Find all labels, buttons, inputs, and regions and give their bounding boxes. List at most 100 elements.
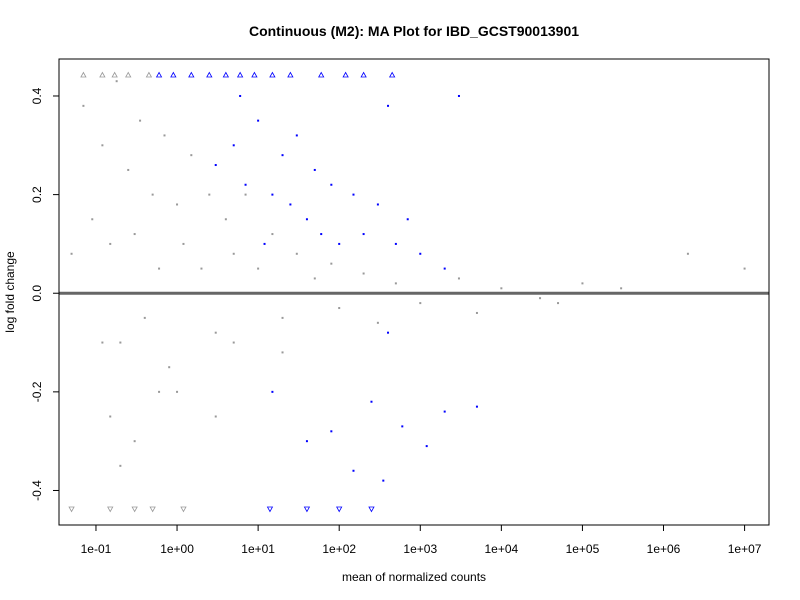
data-point bbox=[457, 94, 460, 97]
data-point bbox=[305, 218, 308, 221]
clipped-point-up bbox=[125, 71, 132, 78]
data-point bbox=[539, 297, 542, 300]
data-point bbox=[387, 331, 390, 334]
data-point bbox=[620, 287, 623, 290]
data-point bbox=[313, 168, 316, 171]
data-point bbox=[143, 316, 146, 319]
clipped-point-up bbox=[287, 71, 294, 78]
data-point bbox=[581, 282, 584, 285]
data-point bbox=[158, 267, 161, 270]
data-point bbox=[401, 425, 404, 428]
clipped-point-up bbox=[80, 71, 87, 78]
x-axis-label: mean of normalized counts bbox=[342, 570, 486, 584]
data-point bbox=[419, 302, 422, 305]
clipped-point-up bbox=[360, 71, 367, 78]
clipped-point-up bbox=[269, 71, 276, 78]
data-point bbox=[330, 183, 333, 186]
data-point bbox=[232, 144, 235, 147]
chart-title: Continuous (M2): MA Plot for IBD_GCST900… bbox=[249, 23, 579, 39]
clipped-point-up bbox=[155, 71, 163, 78]
data-point bbox=[295, 134, 298, 137]
data-point bbox=[232, 341, 235, 344]
data-point bbox=[281, 351, 284, 354]
data-point bbox=[101, 144, 104, 147]
data-point bbox=[271, 390, 274, 393]
clipped-point-up bbox=[206, 71, 213, 78]
data-point bbox=[163, 134, 166, 137]
data-point bbox=[352, 469, 355, 472]
data-point bbox=[500, 287, 503, 290]
data-point bbox=[214, 164, 217, 167]
clipped-point-up bbox=[318, 71, 325, 78]
data-point bbox=[557, 302, 560, 305]
clipped-point-down bbox=[266, 506, 274, 513]
data-point bbox=[352, 193, 355, 196]
data-point bbox=[313, 277, 316, 280]
data-point bbox=[289, 203, 292, 206]
data-point bbox=[244, 193, 247, 196]
data-point bbox=[244, 183, 247, 186]
data-point bbox=[330, 262, 333, 265]
data-point bbox=[151, 193, 154, 196]
data-point bbox=[475, 311, 478, 314]
plot-frame bbox=[58, 58, 770, 526]
data-point bbox=[139, 119, 142, 122]
y-axis-label: log fold change bbox=[3, 251, 17, 333]
data-point bbox=[257, 267, 260, 270]
y-tick-label: 0.2 bbox=[30, 186, 44, 203]
data-point bbox=[133, 233, 136, 236]
x-tick-label: 1e+02 bbox=[322, 542, 356, 556]
data-point bbox=[91, 218, 94, 221]
clipped-point-up bbox=[388, 71, 396, 78]
x-tick-label: 1e-01 bbox=[81, 542, 112, 556]
data-point bbox=[406, 218, 409, 221]
data-point bbox=[338, 242, 341, 245]
data-point bbox=[394, 242, 397, 245]
x-tick-label: 1e+06 bbox=[647, 542, 681, 556]
points-layer bbox=[68, 71, 746, 513]
y-tick-label: 0.0 bbox=[30, 285, 44, 302]
x-tick-label: 1e+05 bbox=[566, 542, 600, 556]
data-point bbox=[271, 193, 274, 196]
data-point bbox=[743, 267, 746, 270]
data-point bbox=[82, 104, 85, 107]
data-point bbox=[109, 242, 112, 245]
y-tick-label: -0.4 bbox=[30, 480, 44, 501]
clipped-point-down bbox=[336, 506, 343, 513]
x-tick-label: 1e+07 bbox=[728, 542, 762, 556]
data-point bbox=[376, 321, 379, 324]
data-point bbox=[419, 252, 422, 255]
data-point bbox=[232, 252, 235, 255]
data-point bbox=[686, 252, 689, 255]
data-point bbox=[281, 154, 284, 157]
clipped-point-down bbox=[180, 506, 187, 513]
clipped-point-up bbox=[170, 71, 177, 78]
data-point bbox=[271, 233, 274, 236]
clipped-point-up bbox=[251, 71, 258, 78]
data-point bbox=[376, 203, 379, 206]
data-point bbox=[281, 316, 284, 319]
data-point bbox=[362, 233, 365, 236]
clipped-point-down bbox=[368, 506, 375, 513]
data-point bbox=[127, 168, 130, 171]
data-point bbox=[295, 252, 298, 255]
data-point bbox=[168, 366, 171, 369]
data-point bbox=[70, 252, 73, 255]
data-point bbox=[475, 405, 478, 408]
data-point bbox=[263, 242, 266, 245]
data-point bbox=[182, 242, 185, 245]
data-point bbox=[176, 203, 179, 206]
x-tick-label: 1e+01 bbox=[241, 542, 275, 556]
data-point bbox=[133, 440, 136, 443]
clipped-point-down bbox=[107, 506, 114, 513]
data-point bbox=[338, 307, 341, 310]
data-point bbox=[176, 390, 179, 393]
y-tick-label: 0.4 bbox=[30, 87, 44, 104]
data-point bbox=[257, 119, 260, 122]
data-point bbox=[387, 104, 390, 107]
data-point bbox=[305, 440, 308, 443]
data-point bbox=[443, 267, 446, 270]
data-point bbox=[109, 415, 112, 418]
x-tick-label: 1e+04 bbox=[485, 542, 519, 556]
